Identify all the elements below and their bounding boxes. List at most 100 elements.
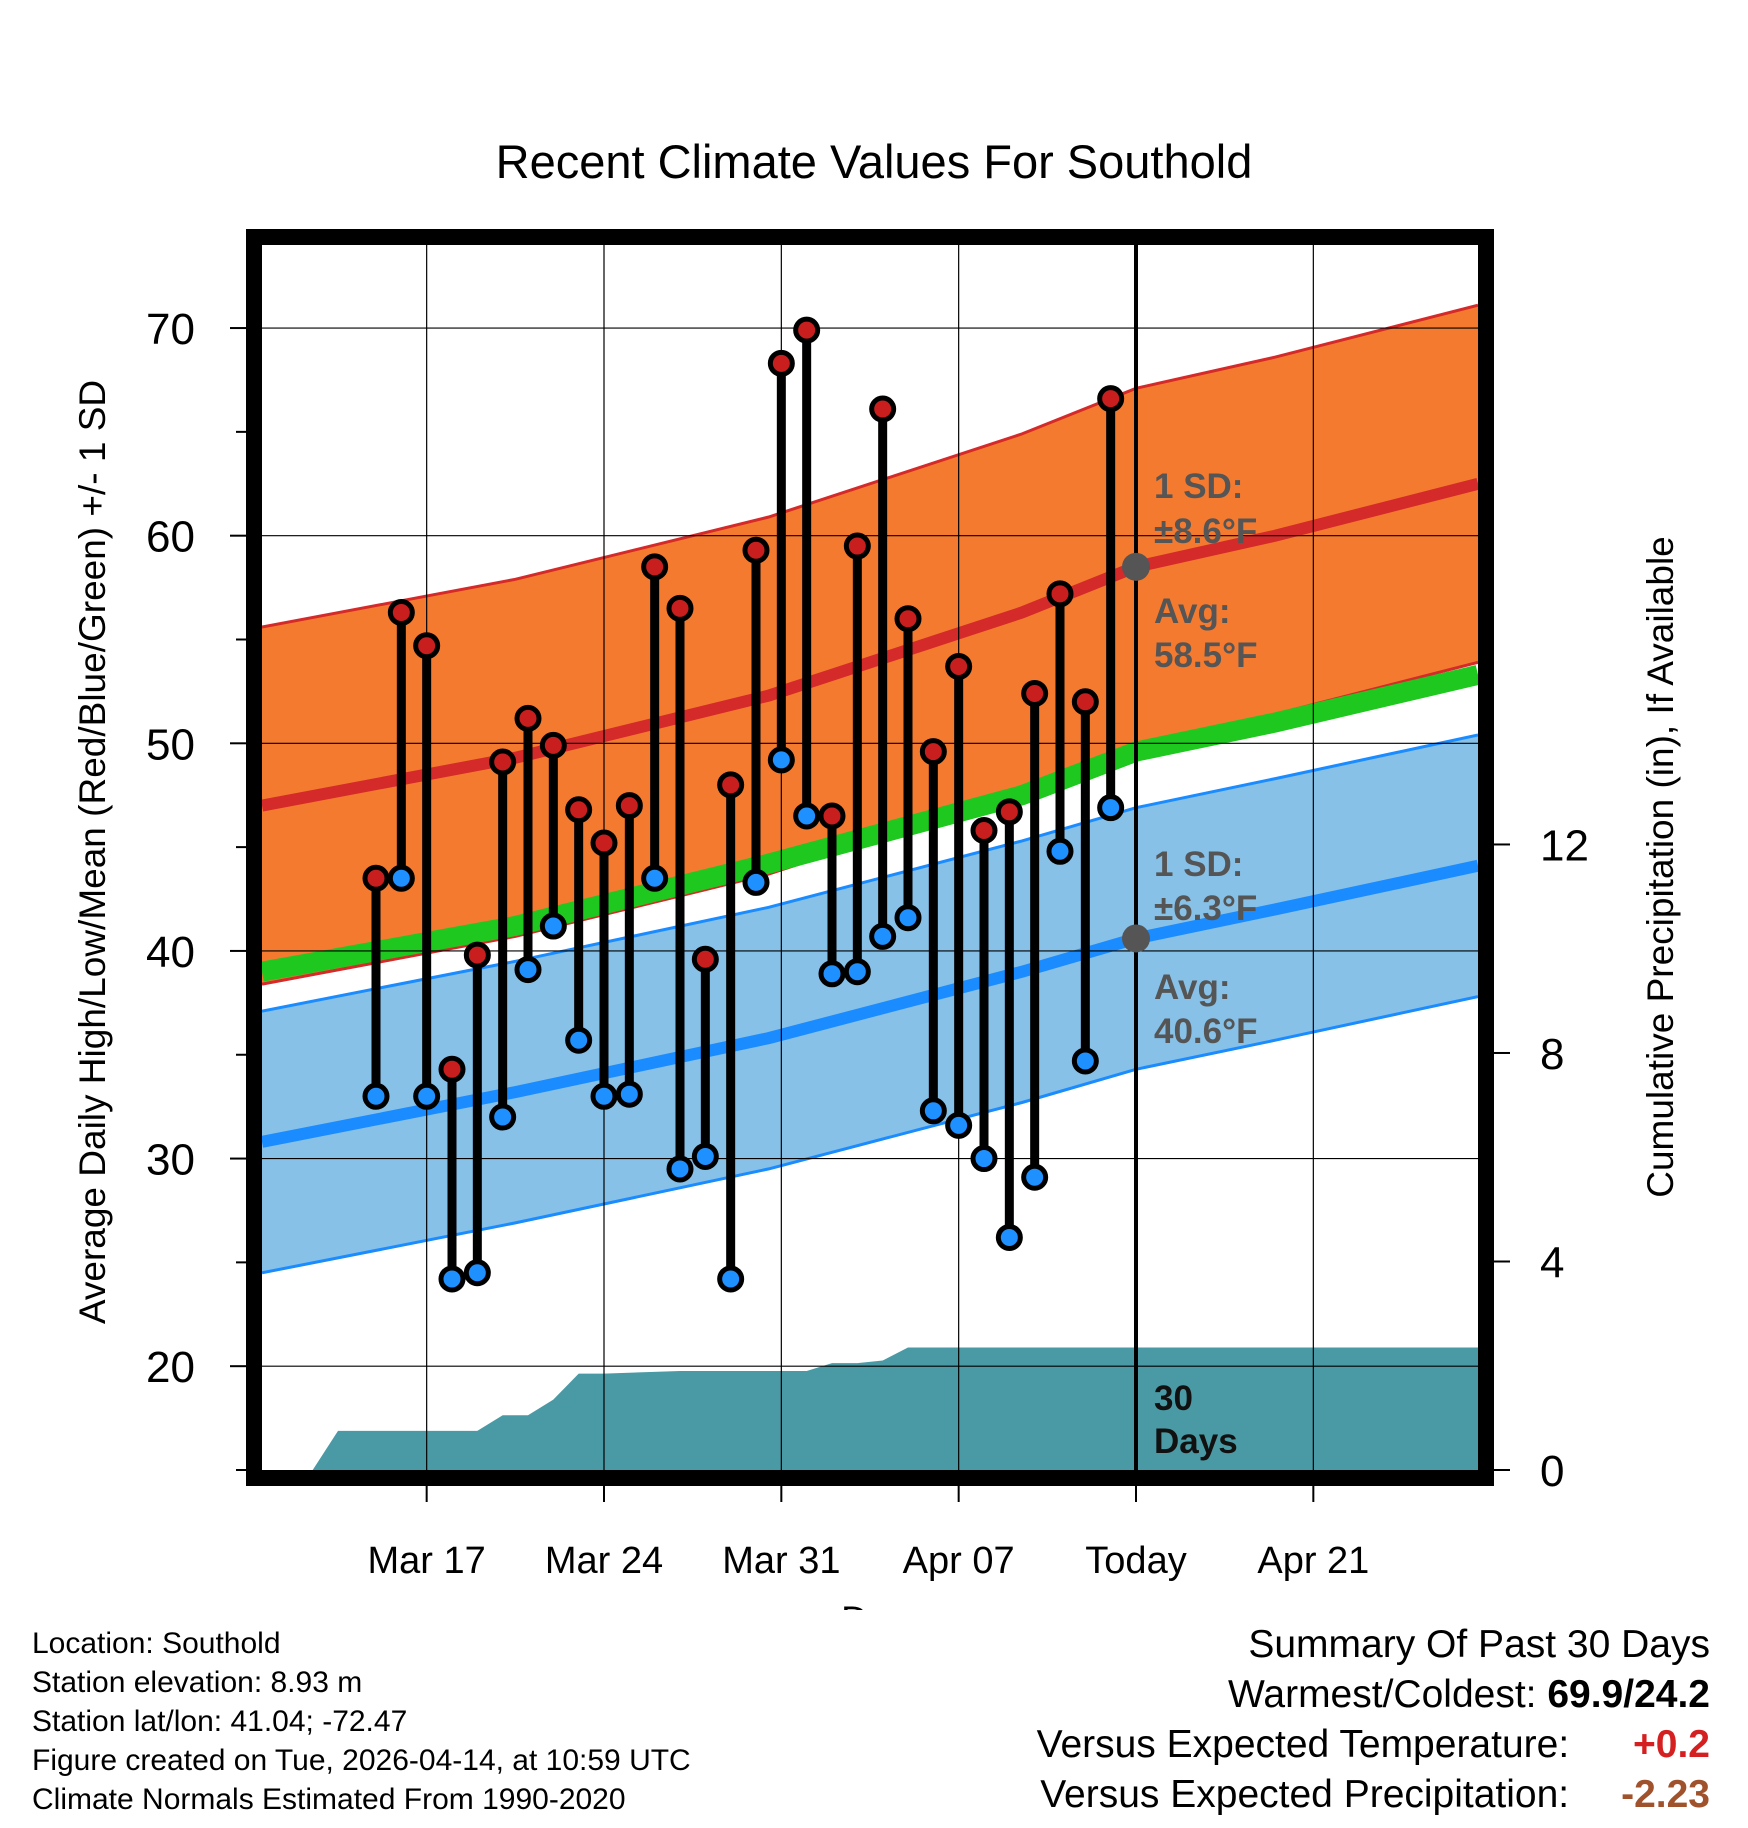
y2-tick-label: 12	[1540, 821, 1589, 870]
x-axis-label: Day	[841, 1599, 907, 1610]
station-latlon: Station lat/lon: 41.04; -72.47	[32, 1705, 408, 1738]
warm-cold-value: 69.9/24.2	[1547, 1673, 1710, 1716]
daily-low-point	[1097, 794, 1125, 822]
daily-low-point	[869, 922, 897, 950]
daily-low-point	[843, 958, 871, 986]
x-tick-label: Mar 24	[545, 1540, 663, 1582]
daily-low-point	[539, 912, 567, 940]
daily-low-point	[438, 1265, 466, 1293]
daily-low-point	[489, 1103, 517, 1131]
climate-chart: Recent Climate Values For Southold 1 SD:…	[72, 135, 1681, 1610]
daily-high-point	[995, 798, 1023, 826]
daily-high-point	[818, 802, 846, 830]
y2-tick-label: 8	[1540, 1030, 1564, 1079]
warm-cold-label: Warmest/Coldest:	[1228, 1673, 1537, 1716]
daily-high-point	[843, 532, 871, 560]
normal-high-upper-edge	[262, 303, 1478, 629]
daily-high-point	[590, 829, 618, 857]
daily-low-point	[1071, 1047, 1099, 1075]
chart-title: Recent Climate Values For Southold	[496, 135, 1253, 188]
daily-high-point	[413, 632, 441, 660]
summary-title: Summary Of Past 30 Days	[1248, 1623, 1710, 1666]
figure-created: Figure created on Tue, 2026-04-14, at 10…	[32, 1744, 691, 1777]
precip-days-label: Days	[1154, 1422, 1238, 1461]
daily-high-point	[970, 817, 998, 845]
high-avg-value: 58.5°F	[1154, 636, 1258, 675]
normal-high-sd-band	[262, 305, 1478, 985]
daily-low-point	[970, 1145, 998, 1173]
daily-high-point	[945, 652, 973, 680]
today-normal-high-marker	[1122, 552, 1150, 581]
high-sd-value: ±8.6°F	[1154, 512, 1257, 551]
daily-low-point	[413, 1082, 441, 1110]
daily-high-point	[514, 704, 542, 732]
x-tick-label: Mar 17	[368, 1540, 486, 1582]
low-avg-value: 40.6°F	[1154, 1012, 1258, 1051]
daily-high-point	[666, 594, 694, 622]
x-tick-label: Today	[1085, 1540, 1186, 1582]
daily-low-point	[742, 868, 770, 896]
y2-tick-label: 0	[1540, 1447, 1564, 1496]
y2-axis-label: Cumulative Precipitation (in), If Availa…	[1640, 536, 1681, 1198]
temp-vs-expected-label: Versus Expected Temperature:	[1036, 1723, 1570, 1766]
daily-low-point	[362, 1082, 390, 1110]
low-avg-label: Avg:	[1154, 968, 1230, 1007]
summary-panel: Summary Of Past 30 Days Warmest/Coldest:…	[1037, 1620, 1710, 1820]
x-tick-label: Apr 07	[903, 1540, 1015, 1582]
y-tick-label: 20	[146, 1343, 195, 1392]
daily-high-point	[641, 553, 669, 581]
y-axis-label: Average Daily High/Low/Mean (Red/Blue/Gr…	[72, 380, 113, 1324]
plot-area: 1 SD: ±8.6°F Avg: 58.5°F 1 SD: ±6.3°F Avg: 40.6…	[262, 245, 1478, 1470]
daily-high-point	[793, 316, 821, 344]
daily-low-point	[894, 904, 922, 932]
daily-low-point	[995, 1223, 1023, 1251]
station-location: Location: Southold	[32, 1627, 281, 1660]
axes: 20 30 40 50 60 70 0 4 8 12 Mar 17 Mar 24 Mar 31 Apr 0…	[146, 229, 1589, 1582]
normal-low-lower-edge	[262, 995, 1478, 1275]
daily-low-point	[514, 956, 542, 984]
daily-high-point	[362, 864, 390, 892]
daily-high-point	[615, 792, 643, 820]
summary-temperature: Versus Expected Temperature: +0.2	[1037, 1720, 1710, 1770]
today-normal-low-marker	[1122, 924, 1150, 953]
temp-vs-expected-value: +0.2	[1633, 1723, 1710, 1766]
daily-low-point	[945, 1111, 973, 1139]
daily-low-point	[793, 802, 821, 830]
daily-high-point	[489, 748, 517, 776]
daily-low-point	[565, 1026, 593, 1054]
daily-high-point	[742, 536, 770, 564]
x-tick-label: Mar 31	[722, 1540, 840, 1582]
low-sd-value: ±6.3°F	[1154, 889, 1257, 928]
daily-low-point	[463, 1259, 491, 1287]
y2-tick-label: 4	[1540, 1238, 1564, 1287]
station-elevation: Station elevation: 8.93 m	[32, 1666, 363, 1699]
summary-precipitation: Versus Expected Precipitation: -2.23	[1037, 1770, 1710, 1820]
normal-mean-line	[262, 665, 1478, 982]
x-tick-label: Apr 21	[1257, 1540, 1369, 1582]
daily-high-point	[463, 941, 491, 969]
daily-high-point	[767, 349, 795, 377]
daily-low-point	[767, 746, 795, 774]
y-tick-label: 60	[146, 513, 195, 562]
y-tick-label: 40	[146, 928, 195, 977]
high-sd-label: 1 SD:	[1154, 467, 1243, 506]
daily-low-point	[691, 1142, 719, 1170]
daily-high-point	[565, 796, 593, 824]
daily-high-point	[1097, 385, 1125, 413]
low-sd-label: 1 SD:	[1154, 845, 1243, 884]
precip-vs-expected-value: -2.23	[1621, 1773, 1710, 1816]
daily-low-point	[590, 1082, 618, 1110]
plot-clipped-group: 1 SD: ±8.6°F Avg: 58.5°F 1 SD: ±6.3°F Avg: 40.6…	[262, 245, 1478, 1470]
daily-low-point	[717, 1265, 745, 1293]
daily-low-point	[387, 864, 415, 892]
normal-low-sd-band	[262, 735, 1478, 1273]
daily-high-point	[919, 738, 947, 766]
station-info: Location: Southold Station elevation: 8.…	[32, 1624, 691, 1819]
daily-low-point	[1046, 837, 1074, 865]
y-tick-label: 30	[146, 1136, 195, 1185]
daily-high-point	[539, 731, 567, 759]
y-tick-label: 70	[146, 305, 195, 354]
plot-frame	[246, 229, 1494, 1486]
daily-high-point	[894, 605, 922, 633]
daily-high-point	[869, 395, 897, 423]
